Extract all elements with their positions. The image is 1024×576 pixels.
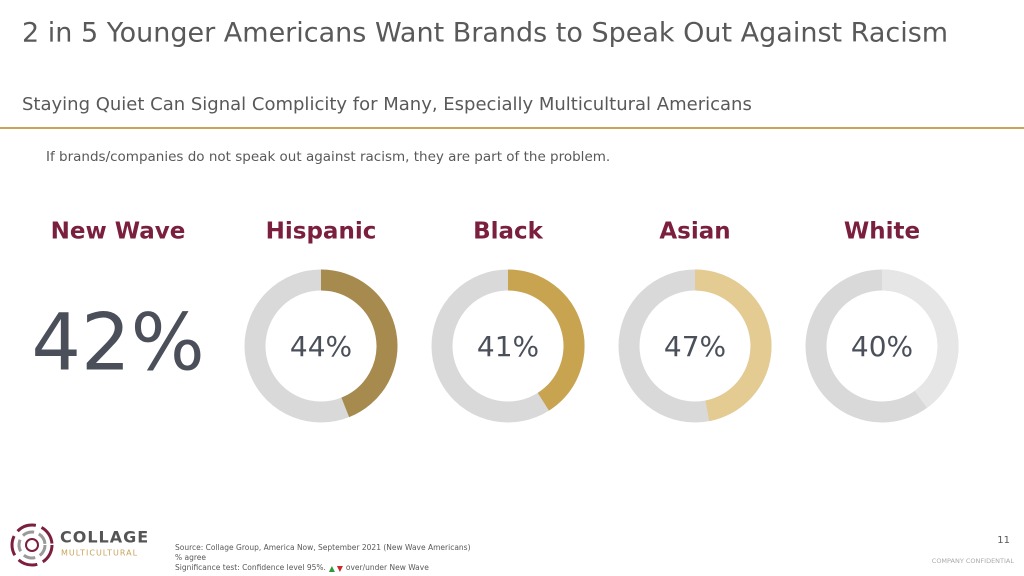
significance-icons [328, 566, 343, 572]
page-number: 11 [997, 535, 1010, 546]
donut-value: 44% [290, 330, 352, 363]
note: % agree [175, 553, 206, 562]
logo [10, 523, 54, 567]
donut-segment [320, 269, 398, 418]
significance: Significance test: Confidence level 95%. [175, 563, 326, 572]
headline-value: 42% [31, 298, 204, 388]
group-label: Asian [659, 219, 730, 245]
group-label: White [844, 219, 920, 245]
donut-segment [507, 269, 585, 411]
donut-value: 41% [477, 330, 539, 363]
significance-end: over/under New Wave [346, 563, 429, 572]
group-label: Black [473, 219, 544, 245]
donut-segment [694, 269, 772, 422]
logo-subtext: MULTICULTURAL [61, 549, 138, 558]
title: 2 in 5 Younger Americans Want Brands to … [22, 18, 948, 49]
subtitle: Staying Quiet Can Signal Complicity for … [22, 94, 752, 115]
confidential: COMPANY CONFIDENTIAL [932, 557, 1015, 565]
source: Source: Collage Group, America Now, Sept… [175, 543, 471, 552]
question: If brands/companies do not speak out aga… [46, 149, 610, 165]
donut-value: 40% [851, 330, 913, 363]
logo-text: COLLAGE [60, 528, 149, 547]
donut-value: 47% [664, 330, 726, 363]
group-label: Hispanic [266, 219, 377, 245]
headline-label: New Wave [51, 219, 186, 245]
donut-segment [881, 269, 959, 408]
